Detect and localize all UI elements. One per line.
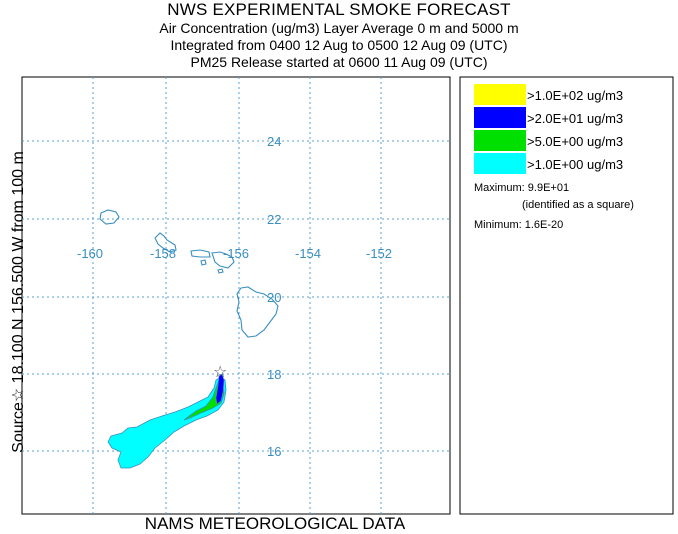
legend-label-1: >1.0E+02 ug/m3	[527, 88, 623, 103]
island-maui	[211, 251, 235, 269]
lon-label-160: -160	[77, 246, 103, 261]
legend-maximum-note: (identified as a square)	[522, 199, 634, 211]
plume-blue	[215, 373, 225, 405]
plume-cyan	[107, 376, 227, 469]
lat-label-22: 22	[267, 212, 281, 227]
map-frame	[21, 76, 451, 515]
legend-swatch-green	[474, 130, 526, 151]
island-kahoolawe	[217, 268, 224, 274]
legend-minimum: Minimum: 1.6E-20	[474, 219, 563, 231]
subtitle-concentration: Air Concentration (ug/m3) Layer Average …	[159, 20, 519, 36]
legend-frame	[459, 76, 674, 515]
lon-label-154: -154	[295, 246, 321, 261]
lat-label-16: 16	[267, 444, 281, 459]
subtitle-integration: Integrated from 0400 12 Aug to 0500 12 A…	[170, 37, 508, 53]
legend-maximum: Maximum: 9.9E+01	[474, 182, 569, 194]
page-title: NWS EXPERIMENTAL SMOKE FORECAST	[167, 0, 511, 19]
lon-label-158: -158	[150, 246, 176, 261]
island-oahu	[154, 232, 177, 253]
legend-swatch-yellow	[474, 84, 526, 105]
legend-label-3: >5.0E+00 ug/m3	[527, 134, 623, 149]
legend-swatch-blue	[474, 107, 526, 128]
graticule	[22, 77, 450, 514]
island-hawaii	[236, 286, 279, 338]
legend-swatch-cyan	[474, 153, 526, 174]
lon-label-156: -156	[223, 246, 249, 261]
coastlines	[99, 209, 279, 338]
legend-label-4: >1.0E+00 ug/m3	[527, 157, 623, 172]
island-kauai	[99, 209, 120, 225]
legend-label-2: >2.0E+01 ug/m3	[527, 111, 623, 126]
lat-label-20: 20	[267, 290, 281, 305]
meteorological-data-label: NAMS METEOROLOGICAL DATA	[144, 514, 406, 533]
island-lanai	[200, 259, 207, 266]
lon-label-152: -152	[366, 246, 392, 261]
lat-label-18: 18	[267, 367, 281, 382]
island-molokai	[190, 249, 211, 258]
subtitle-release: PM25 Release started at 0600 11 Aug 09 (…	[190, 54, 488, 70]
source-star-icon: ☆	[213, 362, 227, 381]
lat-label-24: 24	[267, 134, 281, 149]
